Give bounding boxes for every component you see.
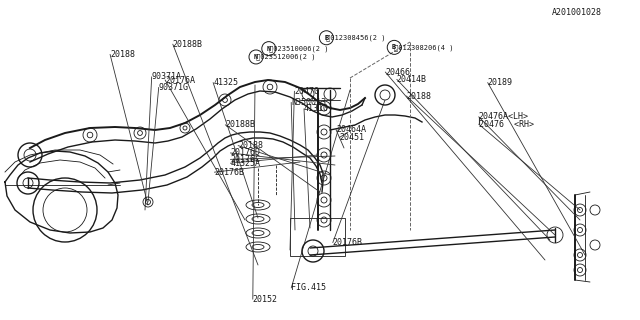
- Text: 20152: 20152: [253, 295, 278, 304]
- Text: 20176C: 20176C: [230, 155, 260, 164]
- Text: 20176B: 20176B: [333, 238, 363, 247]
- Text: 20176A: 20176A: [165, 76, 195, 84]
- Text: 20188: 20188: [110, 50, 135, 59]
- Text: B: B: [392, 44, 396, 50]
- Text: 41325: 41325: [213, 78, 238, 87]
- Text: ⓑ012308206(4 ): ⓑ012308206(4 ): [394, 44, 454, 51]
- Text: Ⓝ023512006(2 ): Ⓝ023512006(2 ): [256, 54, 316, 60]
- Text: 41325A: 41325A: [230, 159, 260, 168]
- Text: ⓑ012308456(2 ): ⓑ012308456(2 ): [326, 35, 386, 41]
- Text: 20188: 20188: [406, 92, 431, 100]
- Text: 20476  <RH>: 20476 <RH>: [479, 120, 534, 129]
- Text: N: N: [267, 46, 271, 52]
- Text: 90371A: 90371A: [152, 72, 182, 81]
- Text: FIG.415: FIG.415: [291, 284, 326, 292]
- Text: 20414B: 20414B: [397, 75, 427, 84]
- Text: 20476A<LH>: 20476A<LH>: [479, 112, 529, 121]
- Text: 20176D: 20176D: [230, 148, 260, 157]
- Text: N350013: N350013: [291, 98, 326, 107]
- Text: 20470: 20470: [294, 87, 319, 96]
- Text: 20466: 20466: [385, 68, 410, 76]
- Text: Ⓝ023510006(2 ): Ⓝ023510006(2 ): [269, 45, 328, 52]
- Text: 20188B: 20188B: [173, 40, 203, 49]
- Text: 20451: 20451: [339, 133, 364, 142]
- Text: B: B: [324, 35, 328, 41]
- Text: 90371G: 90371G: [159, 83, 189, 92]
- Text: 41310: 41310: [304, 104, 329, 113]
- Bar: [290, 218, 345, 256]
- Text: 20176B: 20176B: [214, 168, 244, 177]
- Text: 20189: 20189: [488, 78, 513, 87]
- Text: 20188: 20188: [238, 141, 263, 150]
- Text: 20188B: 20188B: [225, 120, 255, 129]
- Text: A201001028: A201001028: [552, 8, 602, 17]
- Text: 20464A: 20464A: [336, 125, 366, 134]
- Text: N: N: [254, 54, 258, 60]
